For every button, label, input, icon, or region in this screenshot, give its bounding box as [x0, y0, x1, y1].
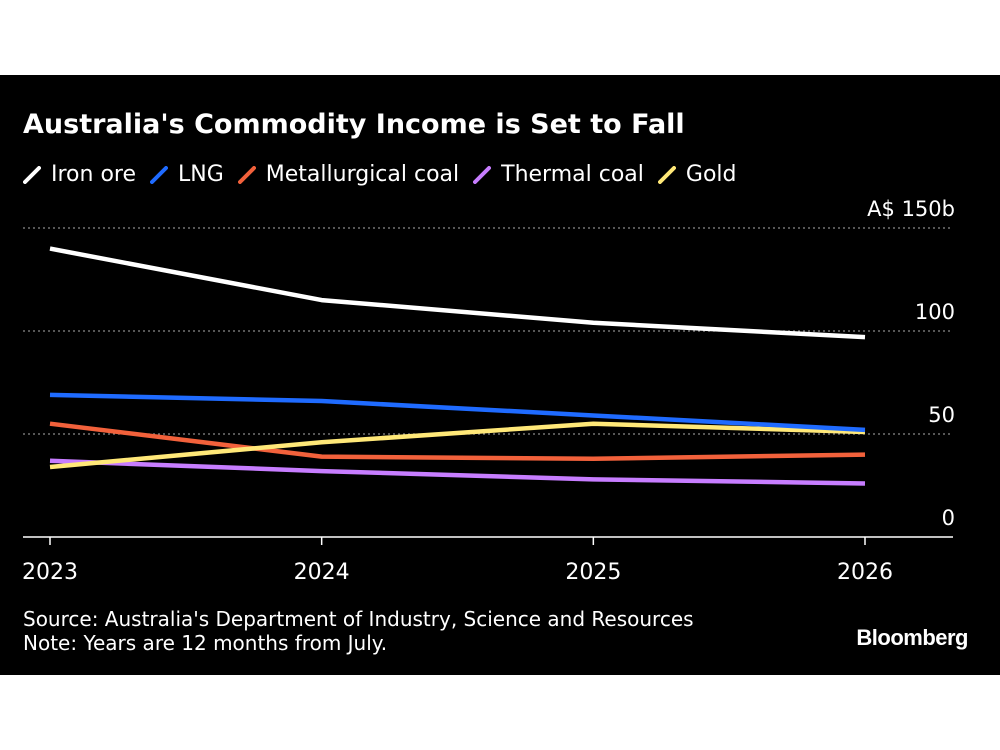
years-note: Note: Years are 12 months from July.	[23, 631, 388, 655]
series-line-iron-ore	[49, 246, 866, 340]
x-tick-label: 2026	[837, 560, 893, 585]
chart-title: Australia's Commodity Income is Set to F…	[23, 109, 685, 140]
legend-item: LNG	[150, 162, 224, 187]
legend-label: Gold	[685, 162, 737, 187]
chart-legend: Iron ore LNG Metallurgical coal Thermal coa…	[23, 162, 750, 187]
legend-swatch	[473, 165, 492, 184]
source-note: Source: Australia's Department of Indust…	[23, 607, 694, 631]
legend-item: Gold	[657, 162, 737, 187]
y-tick-label: 50	[928, 403, 955, 427]
series-line-lng	[49, 392, 866, 433]
series-line-gold	[49, 421, 866, 470]
legend-item: Iron ore	[23, 162, 136, 187]
legend-swatch	[23, 165, 41, 184]
series-line-metallurgical-coal	[49, 421, 866, 461]
series-line-thermal-coal	[49, 458, 866, 486]
x-tick-label: 2025	[565, 560, 621, 585]
y-tick-label: 100	[915, 300, 955, 324]
legend-swatch	[237, 165, 256, 184]
bloomberg-logo: Bloomberg	[856, 625, 968, 650]
x-tick-label: 2023	[22, 560, 78, 585]
legend-swatch	[150, 165, 169, 184]
legend-swatch	[657, 165, 676, 184]
legend-label: Metallurgical coal	[265, 162, 460, 187]
legend-label: LNG	[178, 162, 224, 187]
chart-footer: Source: Australia's Department of Indust…	[23, 607, 694, 655]
legend-item: Metallurgical coal	[237, 162, 460, 187]
plot-area: A$ 150b 100 50 0 2023 2024 2025 2026	[22, 197, 955, 585]
legend-label: Iron ore	[51, 162, 137, 187]
y-tick-label: 0	[942, 506, 955, 530]
chart-card: Australia's Commodity Income is Set to F…	[0, 75, 1000, 675]
y-tick-label: A$ 150b	[867, 197, 955, 221]
legend-item: Thermal coal	[473, 162, 644, 187]
legend-label: Thermal coal	[501, 162, 644, 187]
x-tick-label: 2024	[294, 560, 350, 585]
